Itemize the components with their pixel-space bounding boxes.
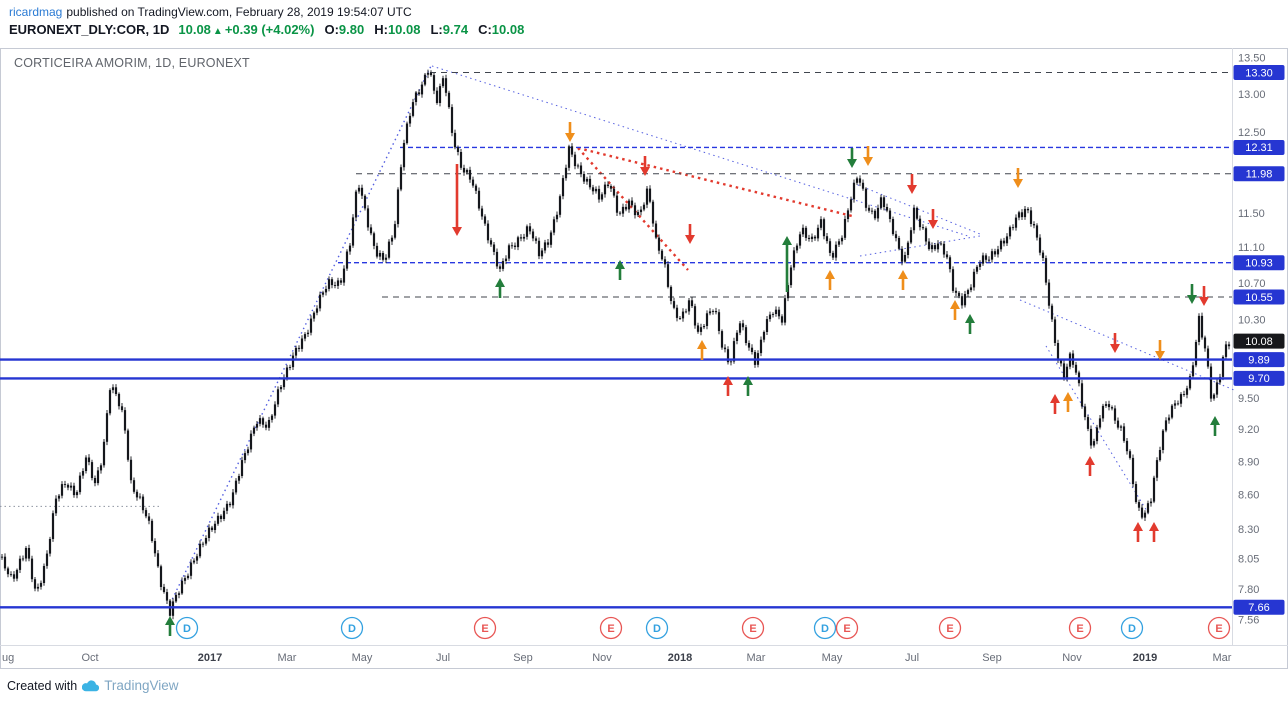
svg-text:8.05: 8.05	[1238, 554, 1259, 566]
svg-text:8.30: 8.30	[1238, 524, 1259, 536]
svg-text:8.60: 8.60	[1238, 490, 1259, 502]
svg-text:E: E	[481, 623, 488, 635]
svg-text:Sep: Sep	[982, 652, 1002, 664]
svg-text:Sep: Sep	[513, 652, 533, 664]
tradingview-logo-icon[interactable]	[82, 678, 100, 693]
svg-text:Mar: Mar	[278, 652, 297, 664]
dashed-levels-layer	[0, 71, 1232, 507]
svg-text:Mar: Mar	[747, 652, 766, 664]
close-value: 10.08	[491, 22, 525, 37]
svg-text:Mar: Mar	[1213, 652, 1232, 664]
svg-text:E: E	[1215, 623, 1222, 635]
price-change: +0.39 (+4.02%)	[224, 22, 315, 37]
open-value: 9.80	[338, 22, 365, 37]
footer: Created with TradingView	[7, 678, 178, 693]
time-axis[interactable]: ug Oct 2017 Mar May Jul Sep Nov 2018 Mar May Jul Sep…	[2, 652, 1232, 664]
svg-text:7.56: 7.56	[1238, 615, 1259, 627]
svg-text:E: E	[607, 623, 614, 635]
svg-text:13.50: 13.50	[1238, 53, 1266, 65]
arrow-annotations-layer	[165, 122, 1220, 636]
svg-text:2018: 2018	[668, 652, 692, 664]
svg-text:13.00: 13.00	[1238, 89, 1266, 101]
svg-text:E: E	[946, 623, 953, 635]
svg-text:9.70: 9.70	[1248, 373, 1269, 385]
svg-text:ug: ug	[2, 652, 14, 664]
close-key: C:	[478, 22, 492, 37]
svg-text:10.08: 10.08	[1245, 336, 1273, 348]
svg-text:11.10: 11.10	[1238, 242, 1265, 254]
up-triangle-icon: ▲	[212, 26, 223, 37]
solid-levels-layer	[0, 358, 1232, 609]
svg-text:D: D	[1128, 623, 1136, 635]
svg-text:May: May	[822, 652, 843, 664]
svg-text:Oct: Oct	[81, 652, 98, 664]
high-value: 10.08	[387, 22, 421, 37]
svg-text:12.31: 12.31	[1245, 142, 1273, 154]
svg-text:9.89: 9.89	[1248, 354, 1269, 366]
author-link[interactable]: ricardmag	[9, 5, 63, 19]
svg-text:D: D	[821, 623, 829, 635]
svg-text:Nov: Nov	[1062, 652, 1082, 664]
svg-text:2019: 2019	[1133, 652, 1157, 664]
svg-text:Jul: Jul	[905, 652, 919, 664]
svg-text:E: E	[1076, 623, 1083, 635]
svg-text:D: D	[348, 623, 356, 635]
svg-text:10.70: 10.70	[1238, 278, 1266, 290]
svg-text:11.50: 11.50	[1238, 208, 1265, 220]
svg-text:E: E	[843, 623, 850, 635]
svg-text:12.50: 12.50	[1238, 127, 1266, 139]
low-key: L:	[430, 22, 443, 37]
trendlines-layer	[167, 63, 1235, 609]
price-chart[interactable]: D D E E D E D E E E D E 13.50 13.00 12.50 11.50 11.10 10.…	[0, 48, 1288, 670]
svg-text:May: May	[352, 652, 373, 664]
svg-text:E: E	[749, 623, 756, 635]
symbol-info-bar: EURONEXT_DLY:COR, 1D 10.08 ▲ +0.39 (+4.02%)…	[9, 22, 524, 37]
svg-text:Jul: Jul	[436, 652, 450, 664]
price-axis[interactable]: 13.50 13.00 12.50 11.50 11.10 10.70 10.30 9.50 9…	[1233, 53, 1285, 627]
svg-text:13.30: 13.30	[1245, 67, 1273, 79]
created-with-text: Created with	[7, 678, 78, 693]
svg-text:10.55: 10.55	[1245, 292, 1273, 304]
svg-text:7.80: 7.80	[1238, 584, 1259, 596]
high-key: H:	[374, 22, 388, 37]
candles-layer	[0, 69, 1231, 620]
svg-text:D: D	[653, 623, 661, 635]
svg-text:10.30: 10.30	[1238, 315, 1266, 327]
svg-text:8.90: 8.90	[1238, 456, 1259, 468]
open-key: O:	[324, 22, 339, 37]
svg-text:9.20: 9.20	[1238, 424, 1259, 436]
svg-text:10.93: 10.93	[1245, 257, 1273, 269]
svg-text:7.66: 7.66	[1248, 602, 1269, 614]
publish-header: ricardmag published on TradingView.com, F…	[9, 5, 412, 19]
svg-text:11.98: 11.98	[1246, 169, 1273, 181]
symbol-title[interactable]: EURONEXT_DLY:COR, 1D	[9, 22, 170, 37]
svg-text:2017: 2017	[198, 652, 222, 664]
tradingview-brand-link[interactable]: TradingView	[104, 678, 179, 693]
svg-text:Nov: Nov	[592, 652, 612, 664]
published-text: published on TradingView.com, February 2…	[66, 5, 412, 19]
low-value: 9.74	[442, 22, 469, 37]
chart-canvas[interactable]: D D E E D E D E E E D E 13.50 13.00 12.50 11.50 11.10 10.…	[0, 48, 1288, 670]
svg-text:9.50: 9.50	[1238, 393, 1259, 405]
last-price: 10.08	[178, 22, 211, 37]
svg-text:D: D	[183, 623, 191, 635]
